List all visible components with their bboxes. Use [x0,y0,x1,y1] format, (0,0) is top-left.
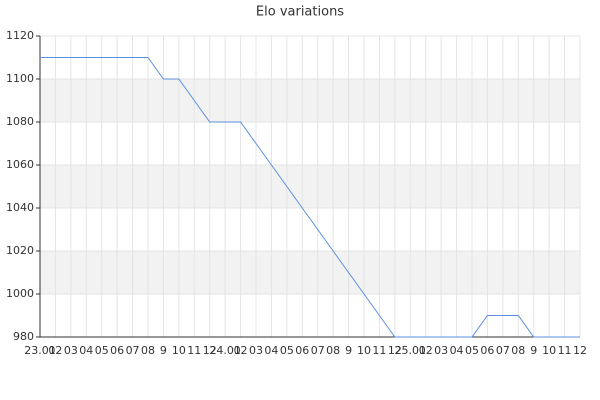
x-tick-label: 05 [95,344,109,357]
x-tick-label: 9 [530,344,537,357]
x-tick-label: 08 [141,344,155,357]
y-tick-label: 1020 [6,244,34,257]
x-tick-label: 12 [203,344,217,357]
grid-band [40,165,580,208]
x-tick-label: 06 [295,344,309,357]
x-tick-label: 03 [249,344,263,357]
x-tick-label: 08 [511,344,525,357]
x-tick-label: 10 [172,344,186,357]
y-tick-label: 1040 [6,201,34,214]
x-tick-label: 23.01 [24,344,56,357]
x-tick-label: 04 [79,344,93,357]
line [40,57,580,338]
y-tick-label: 1120 [6,29,34,42]
x-tick-label: 02 [419,344,433,357]
y-tick-label: 1100 [6,72,34,85]
x-tick-label: 12 [573,344,587,357]
x-tick-label: 05 [280,344,294,357]
y-tick-label: 1060 [6,158,34,171]
x-tick-label: 07 [311,344,325,357]
y-tick-label: 1000 [6,287,34,300]
x-tick-label: 24.01 [209,344,241,357]
x-tick-label: 9 [160,344,167,357]
x-tick-label: 10 [542,344,556,357]
y-tick-label: 980 [13,330,34,343]
x-tick-label: 11 [187,344,201,357]
x-tick-label: 02 [234,344,248,357]
grid-band [40,251,580,294]
x-tick-label: 03 [434,344,448,357]
x-tick-label: 11 [558,344,572,357]
x-tick-label: 06 [480,344,494,357]
y-tick-label: 1080 [6,115,34,128]
x-tick-label: 06 [110,344,124,357]
x-tick-label: 04 [450,344,464,357]
x-tick-label: 04 [264,344,278,357]
x-tick-label: 11 [372,344,386,357]
x-tick-label: 03 [64,344,78,357]
x-tick-label: 08 [326,344,340,357]
x-tick-label: 25.01 [395,344,427,357]
x-tick-label: 05 [465,344,479,357]
x-tick-label: 10 [357,344,371,357]
x-tick-label: 9 [345,344,352,357]
x-tick-label: 12 [388,344,402,357]
chart-title: Elo variations [256,5,344,20]
x-tick-label: 07 [496,344,510,357]
grid-band [40,79,580,122]
x-tick-label: 02 [48,344,62,357]
x-tick-label: 07 [126,344,140,357]
